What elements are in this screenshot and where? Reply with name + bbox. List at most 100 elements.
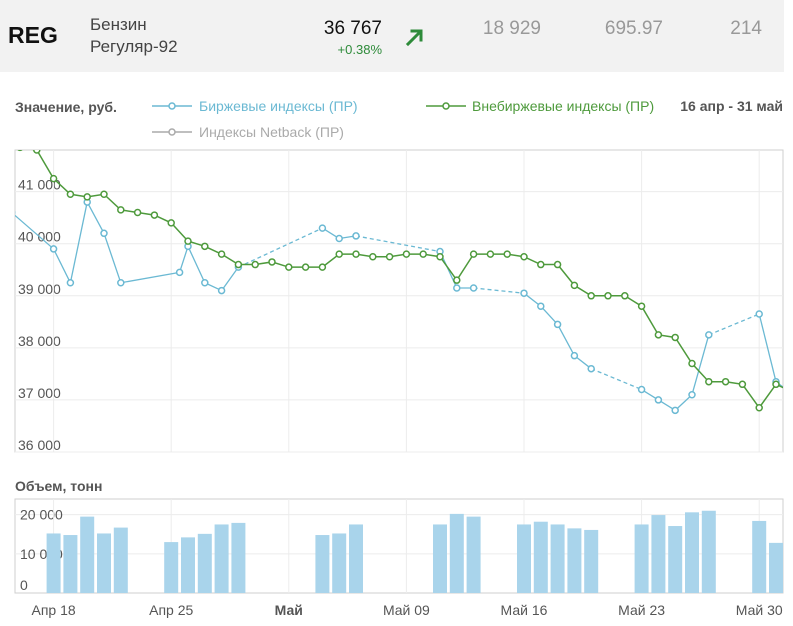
exchange-point[interactable]: [66, 279, 75, 287]
exchange-point[interactable]: [352, 232, 360, 240]
exchange-point[interactable]: [688, 390, 696, 399]
otc-point[interactable]: [301, 263, 310, 271]
otc-point[interactable]: [621, 292, 629, 300]
volume-bar[interactable]: [164, 542, 179, 593]
exchange-point[interactable]: [755, 310, 763, 318]
otc-point[interactable]: [486, 250, 495, 258]
otc-point[interactable]: [150, 211, 159, 219]
legend-otc[interactable]: Внебиржевые индексы (ПР): [426, 98, 654, 114]
otc-point[interactable]: [318, 263, 327, 271]
volume-bar[interactable]: [97, 533, 111, 593]
volume-bar[interactable]: [668, 526, 683, 593]
volume-bar[interactable]: [332, 533, 347, 593]
volume-bar[interactable]: [769, 542, 783, 593]
otc-point[interactable]: [671, 333, 679, 342]
otc-point[interactable]: [688, 359, 696, 368]
otc-point[interactable]: [587, 292, 595, 300]
otc-point[interactable]: [117, 206, 125, 214]
otc-point[interactable]: [201, 242, 209, 251]
otc-point[interactable]: [66, 190, 75, 199]
otc-point[interactable]: [402, 250, 411, 258]
otc-point[interactable]: [419, 250, 427, 258]
exchange-point[interactable]: [553, 320, 562, 329]
legend-netback[interactable]: Индексы Netback (ПР): [152, 124, 344, 140]
otc-point[interactable]: [17, 144, 23, 152]
exchange-point[interactable]: [654, 396, 663, 404]
exchange-point[interactable]: [117, 279, 125, 287]
exchange-point[interactable]: [100, 229, 108, 238]
exchange-point[interactable]: [520, 289, 528, 297]
volume-bar[interactable]: [517, 524, 531, 593]
otc-point[interactable]: [520, 252, 528, 261]
volume-bar[interactable]: [634, 524, 649, 593]
otc-point[interactable]: [469, 250, 478, 258]
volume-bar[interactable]: [550, 524, 565, 593]
otc-point[interactable]: [570, 281, 579, 290]
volume-bar[interactable]: [533, 521, 548, 593]
volume-bar[interactable]: [701, 510, 716, 593]
volume-bar[interactable]: [113, 527, 128, 593]
otc-point[interactable]: [83, 193, 91, 201]
volume-bar[interactable]: [315, 535, 330, 593]
exchange-point[interactable]: [671, 406, 679, 415]
volume-bar[interactable]: [449, 513, 464, 593]
otc-point[interactable]: [721, 377, 730, 386]
volume-bar[interactable]: [197, 533, 212, 593]
otc-point[interactable]: [537, 260, 545, 269]
otc-point[interactable]: [637, 302, 646, 310]
otc-point[interactable]: [167, 219, 175, 227]
volume-bar[interactable]: [685, 512, 699, 593]
otc-point[interactable]: [705, 377, 713, 386]
volume-bar[interactable]: [80, 516, 95, 593]
otc-point[interactable]: [335, 250, 343, 258]
volume-bar[interactable]: [567, 528, 582, 593]
volume-bar[interactable]: [63, 535, 78, 593]
exchange-point[interactable]: [570, 351, 579, 360]
otc-point[interactable]: [369, 252, 377, 261]
otc-point[interactable]: [285, 263, 293, 271]
otc-point[interactable]: [654, 331, 663, 339]
otc-point[interactable]: [755, 403, 763, 412]
otc-point[interactable]: [268, 258, 276, 266]
volume-bar[interactable]: [46, 533, 61, 593]
otc-point[interactable]: [49, 174, 58, 183]
otc-point[interactable]: [184, 237, 192, 245]
volume-bar[interactable]: [214, 524, 229, 593]
exchange-point[interactable]: [175, 268, 184, 277]
exchange-point[interactable]: [587, 364, 595, 373]
exchange-point[interactable]: [469, 284, 478, 292]
otc-point[interactable]: [234, 260, 243, 269]
ticker-header[interactable]: REG Бензин Регуляр-92 36 767 +0.38% 18 9…: [0, 0, 784, 72]
volume-bar[interactable]: [466, 516, 481, 593]
otc-point[interactable]: [436, 252, 444, 261]
volume-bar[interactable]: [433, 524, 447, 593]
exchange-point[interactable]: [217, 286, 226, 295]
period-range[interactable]: 16 апр - 31 май: [680, 98, 783, 114]
otc-point[interactable]: [251, 260, 259, 269]
legend-exchange[interactable]: Биржевые индексы (ПР): [152, 98, 358, 114]
exchange-point[interactable]: [537, 302, 545, 310]
volume-bar[interactable]: [752, 520, 767, 593]
volume-bar[interactable]: [181, 537, 195, 593]
volume-bar[interactable]: [231, 522, 246, 593]
otc-point[interactable]: [133, 208, 142, 217]
otc-point[interactable]: [100, 190, 108, 199]
exchange-point[interactable]: [335, 234, 343, 243]
exchange-point[interactable]: [705, 331, 713, 339]
otc-point[interactable]: [738, 380, 747, 389]
exchange-point[interactable]: [49, 245, 58, 253]
otc-point[interactable]: [772, 380, 780, 389]
otc-point[interactable]: [385, 252, 394, 261]
exchange-point[interactable]: [318, 224, 327, 232]
exchange-point[interactable]: [453, 284, 461, 292]
volume-bar[interactable]: [651, 515, 666, 593]
otc-point[interactable]: [604, 292, 612, 300]
volume-bar[interactable]: [349, 524, 363, 593]
otc-point[interactable]: [553, 260, 562, 269]
otc-point[interactable]: [352, 250, 360, 258]
exchange-point[interactable]: [9, 209, 16, 215]
otc-point[interactable]: [33, 147, 41, 154]
otc-point[interactable]: [217, 250, 226, 258]
exchange-point[interactable]: [637, 385, 646, 394]
